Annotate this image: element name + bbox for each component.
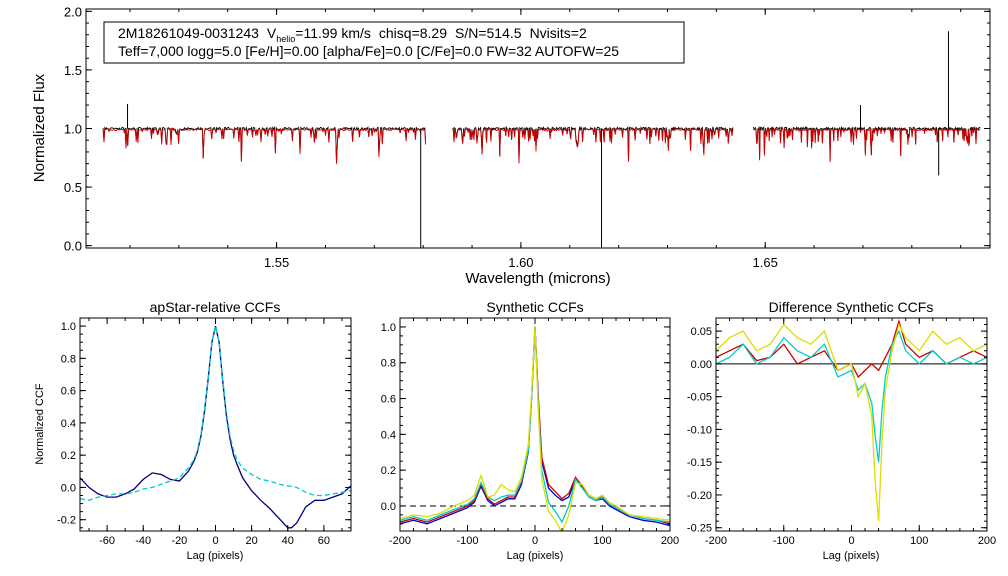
x-tick-label: -100 <box>456 535 478 547</box>
x-tick-label: 100 <box>593 535 611 547</box>
x-tick-label: -20 <box>171 535 187 547</box>
y-tick-label: 2.0 <box>64 4 82 19</box>
difference-ccf-panel: -200 -100 0 100 200 -0.25 -0.20 -0.15 -0.10 -0.05… <box>687 299 996 562</box>
y-tick-label: -0.25 <box>687 523 712 535</box>
y-tick-label: 0.0 <box>61 482 76 494</box>
annotation-line-2: Teff=7,000 logg=5.0 [Fe/H]=0.00 [alpha/F… <box>118 43 619 59</box>
y-tick-label: 0.8 <box>381 358 396 370</box>
x-tick-label: -200 <box>705 535 727 547</box>
x-tick-label: 40 <box>282 535 294 547</box>
x-tick-label: 100 <box>910 535 928 547</box>
series-ccf_1 <box>80 325 351 529</box>
annotation-line-1: 2M18261049-0031243 Vhelio=11.99 km/s chisq… <box>118 25 587 44</box>
x-tick-label: 1.65 <box>753 255 778 270</box>
x-tick-label: 200 <box>978 535 996 547</box>
spectrum-model-chip-2 <box>452 127 734 164</box>
nvisits-value: Nvisits=2 <box>530 25 587 41</box>
x-tick-label: 0 <box>848 535 854 547</box>
x-tick-label: 60 <box>318 535 330 547</box>
spectrum-model-chip-1 <box>102 127 427 164</box>
y-tick-label: 0.0 <box>381 501 396 513</box>
x-tick-label: 200 <box>661 535 679 547</box>
x-tick-label: -200 <box>389 535 411 547</box>
y-tick-label: 0.2 <box>381 465 396 477</box>
y-tick-label: -0.05 <box>687 392 712 404</box>
y-tick-label: 0.05 <box>691 326 712 338</box>
spectrum-annotation-box <box>103 21 685 64</box>
y-tick-label: 1.0 <box>61 321 76 333</box>
snr-value: S/N=514.5 <box>455 25 522 41</box>
y-tick-label: 0.6 <box>381 394 396 406</box>
y-tick-label: 0.5 <box>64 180 82 195</box>
y-tick-label: 0.0 <box>64 239 82 254</box>
spectrum-xlabel: Wavelength (microns) <box>465 270 610 287</box>
spectrum-panel: 1.55 1.60 1.65 0.0 0.5 1.0 1.5 2.0 2M18261049-0… <box>31 4 991 287</box>
y-tick-label: 0.6 <box>61 386 76 398</box>
x-tick-label: 0 <box>212 535 218 547</box>
synthetic-ccf-panel: -200 -100 0 100 200 0.0 0.2 0.4 0.6 0.8 1.0 Synthe… <box>381 299 679 562</box>
apstar-ccf-xlabel: Lag (pixels) <box>187 550 244 562</box>
spectrum-model-chip-3 <box>752 127 981 163</box>
y-tick-label: -0.10 <box>687 424 712 436</box>
chisq-value: chisq=8.29 <box>379 25 447 41</box>
difference-ccf-xlabel: Lag (pixels) <box>823 550 880 562</box>
y-tick-label: 1.0 <box>381 322 396 334</box>
synthetic-ccf-title: Synthetic CCFs <box>486 299 583 315</box>
series-ccf_2 <box>80 325 351 501</box>
y-tick-label: 0.00 <box>691 359 712 371</box>
difference-ccf-title: Difference Synthetic CCFs <box>769 299 934 315</box>
star-id: 2M18261049-0031243 <box>118 25 259 41</box>
x-tick-label: 0 <box>532 535 538 547</box>
y-tick-label: 0.8 <box>61 353 76 365</box>
series-ccf_yellow <box>400 326 670 531</box>
x-tick-label: 1.55 <box>264 255 289 270</box>
y-tick-label: -0.20 <box>687 490 712 502</box>
synthetic-ccf-xlabel: Lag (pixels) <box>507 550 564 562</box>
vhelio-prefix: V <box>267 25 277 41</box>
y-tick-label: 1.5 <box>64 63 82 78</box>
x-tick-label: -60 <box>99 535 115 547</box>
x-tick-label: 20 <box>246 535 258 547</box>
x-tick-label: -40 <box>135 535 151 547</box>
series-diff_yellow <box>716 322 987 522</box>
x-tick-label: 1.60 <box>508 255 533 270</box>
vhelio-value: =11.99 km/s <box>295 25 371 41</box>
y-tick-label: 0.4 <box>381 429 396 441</box>
series-diff_cyan <box>716 329 987 463</box>
apstar-ccf-panel: -60 -40 -20 0 20 40 60 -0.2 0.0 0.2 0.4 0.6 0.8 1.0 a… <box>34 299 352 562</box>
y-tick-label: -0.2 <box>57 515 76 527</box>
apstar-ccf-ylabel: Normalized CCF <box>34 383 46 465</box>
x-tick-label: -100 <box>773 535 795 547</box>
y-tick-label: 0.4 <box>61 418 76 430</box>
apstar-ccf-title: apStar-relative CCFs <box>150 299 281 315</box>
y-tick-label: 1.0 <box>64 122 82 137</box>
spectrum-ylabel: Normalized Flux <box>31 73 48 182</box>
y-tick-label: 0.2 <box>61 450 76 462</box>
y-tick-label: -0.15 <box>687 457 712 469</box>
vhelio-subscript: helio <box>276 34 295 44</box>
